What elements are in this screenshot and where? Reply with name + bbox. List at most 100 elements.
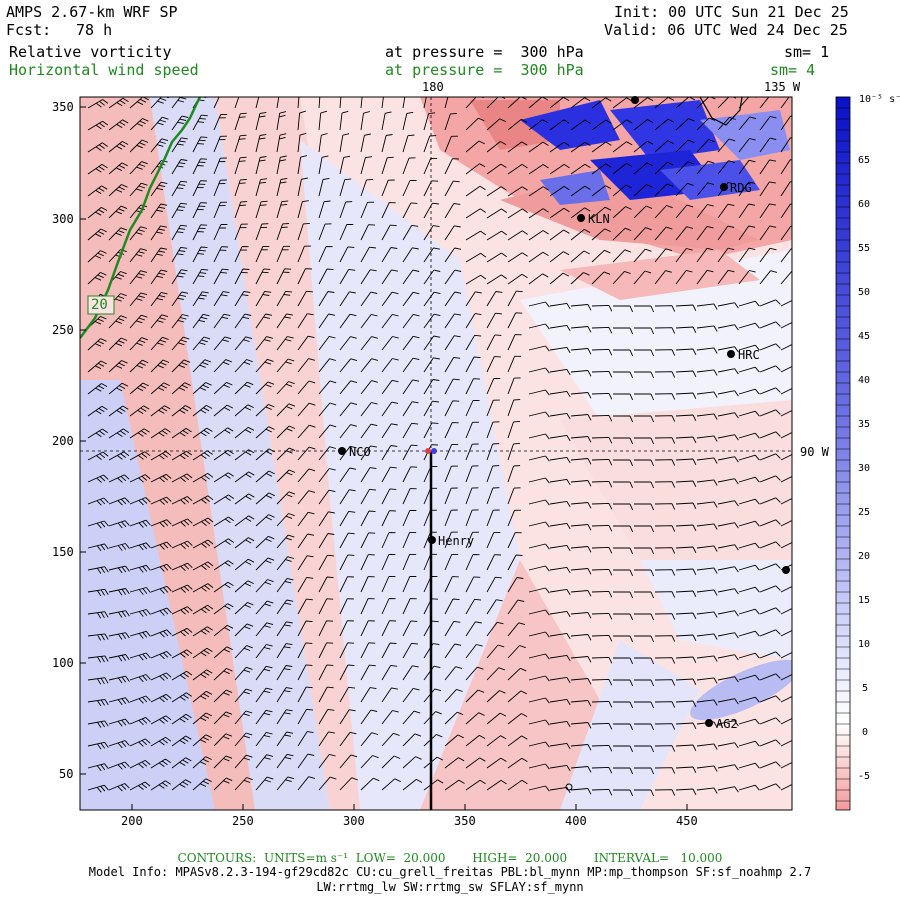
wind-barb [360,576,375,593]
wind-barb [654,481,676,488]
wind-barb [423,422,439,439]
wind-barb [87,185,108,197]
wind-barb [465,252,487,263]
wind-barb [150,563,172,572]
wind-barb [234,313,252,329]
wind-barb [780,761,792,769]
wind-barb [465,576,481,593]
wind-barb [570,722,592,729]
wind-barb [507,442,521,461]
wind-barb [360,620,375,637]
wind-barb [150,715,172,725]
wind-barb [444,112,457,131]
wind-barb [381,710,399,725]
wind-barb [129,630,151,639]
wind-barb [129,248,147,263]
station-henry-marker[interactable] [428,536,436,544]
wind-barb [381,553,396,571]
wind-barb [129,759,151,769]
station-south-marker[interactable] [565,783,573,791]
wind-barb [255,223,269,241]
wind-barb [486,621,504,637]
wind-barb [612,745,634,753]
station-nco-marker[interactable] [338,447,346,455]
wind-barb [87,566,109,574]
wind-barb [150,585,172,594]
wind-barb [171,692,192,703]
wind-barb [255,200,268,219]
wind-barb [213,581,234,593]
station-rdg-label: RDG [730,181,752,195]
wind-barb [486,509,500,527]
wind-barb [255,535,275,549]
wind-barb [675,458,697,466]
wind-barb [570,163,591,175]
y-tick-300: 300 [52,212,74,226]
wind-barb [759,651,781,659]
station-east-marker[interactable] [782,566,790,574]
wind-barb [465,465,479,483]
wind-barb [780,783,792,791]
wind-barb [528,653,550,660]
wind-barb [654,547,676,554]
wind-barb [360,532,376,549]
wind-barb [339,554,355,571]
wind-barb [381,620,397,637]
wind-barb [402,357,420,373]
station-ag2-marker[interactable] [705,719,713,727]
wind-barb [654,459,676,466]
wind-barb [276,491,296,505]
wind-barb [402,687,420,703]
wind-barb [276,513,295,527]
wind-barb [759,115,777,131]
wind-barb [717,434,739,441]
wind-barb [675,348,697,356]
wind-barb [738,203,756,219]
wind-barb [234,291,251,307]
wind-barb [108,761,130,770]
wind-barb [654,613,676,620]
wind-barb [234,112,247,131]
station-hrc-marker[interactable] [727,350,735,358]
wind-barb [612,789,634,797]
wind-barb [634,679,655,687]
wind-barb [192,450,213,461]
wind-barb [507,420,521,439]
wind-barb [549,632,571,640]
wind-barb [570,524,592,531]
station-north-marker[interactable] [631,96,639,104]
wind-barb [297,155,308,175]
wind-barb [675,414,697,422]
wind-barb [528,741,550,748]
wind-barb [634,481,655,489]
wind-barb [612,249,632,263]
wind-barb [633,227,652,241]
wind-barb [570,458,592,465]
wind-barb [444,313,461,329]
wind-barb [402,313,420,329]
station-kln-marker[interactable] [577,214,585,222]
wind-barb [255,644,273,659]
wind-barb [87,588,109,597]
station-rdg-marker[interactable] [720,183,728,191]
wind-barb [444,553,459,571]
colorbar-label-50: 50 [858,287,871,298]
wind-barb [738,718,760,725]
wind-barb [675,182,694,197]
wind-barb [171,562,193,572]
wind-barb [318,133,328,153]
wind-barb [591,524,613,532]
wind-barb [717,698,739,705]
wind-barb [171,627,193,637]
wind-barb [318,731,335,747]
wind-barb [213,733,233,747]
wind-barb [738,784,760,791]
wind-barb [612,701,634,709]
wind-barb [276,155,287,175]
wind-barb [255,600,274,615]
wind-barb [276,447,296,461]
wind-barb [486,291,503,307]
wind-barb [549,764,571,772]
wind-barb [318,358,337,373]
wind-barb [570,590,592,597]
